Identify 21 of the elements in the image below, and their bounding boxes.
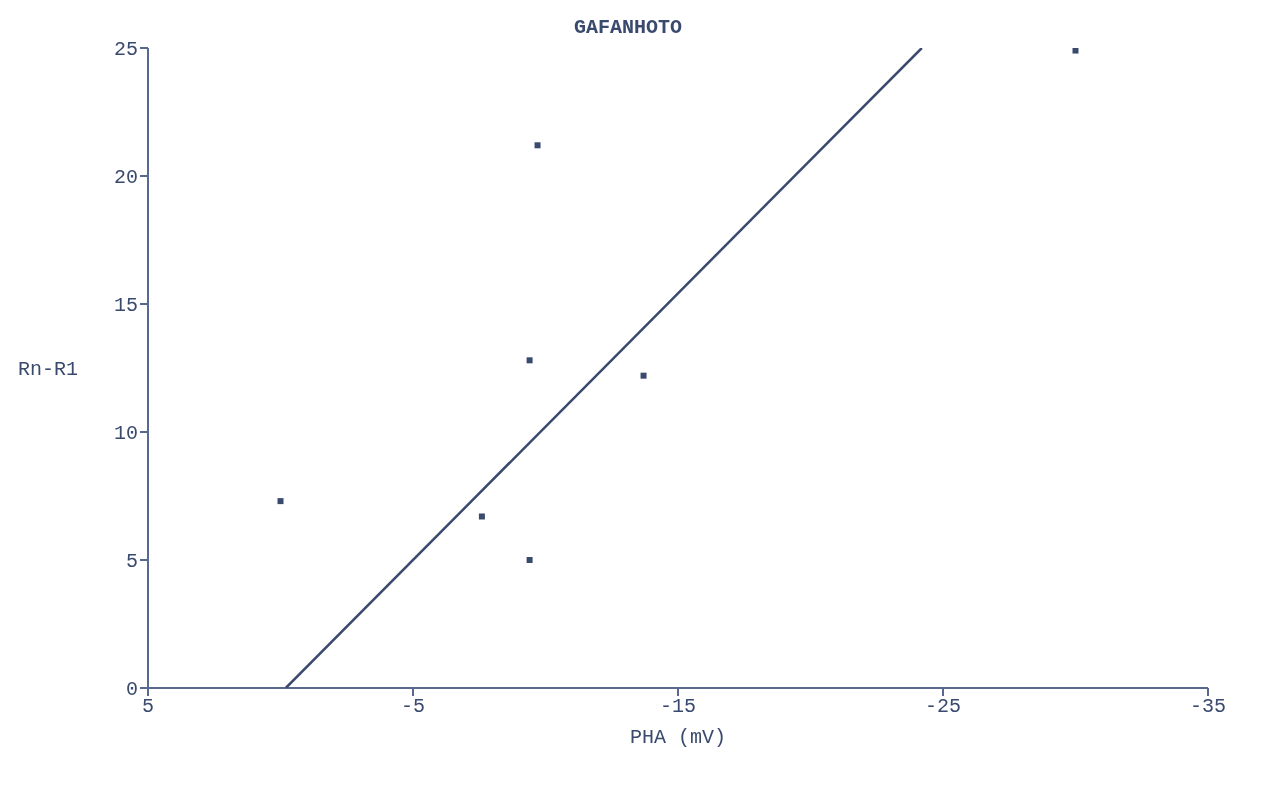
x-tick-label: -25 [924,695,962,719]
x-tick-label: -15 [659,695,697,719]
y-axis-title: Rn-R1 [18,358,79,382]
point [478,513,485,520]
point [526,357,533,364]
y-tick-label: 10 [113,422,138,446]
point [526,557,533,563]
point [534,142,541,149]
chart-title: GAFANHOTO [573,16,683,39]
x-tick-label: -5 [400,695,426,719]
x-axis-title: PHA (mV) [629,726,727,749]
point [640,372,647,379]
y-tick-label: 0 [125,678,138,702]
x-tick-label: -35 [1189,695,1227,719]
y-tick-label: 20 [113,166,138,190]
point [277,498,284,505]
y-tick-label: 25 [113,38,138,62]
point [1072,48,1079,54]
y-tick-label: 5 [125,550,138,574]
x-tick-label: 5 [141,695,155,719]
y-tick-label: 15 [113,294,138,318]
